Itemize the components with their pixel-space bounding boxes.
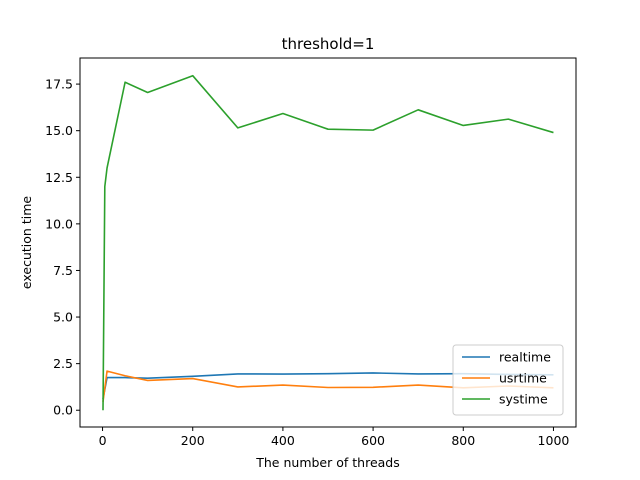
legend-label-systime: systime bbox=[499, 392, 548, 407]
legend: realtime usrtime systime bbox=[452, 344, 564, 416]
y-tick-label: 15.0 bbox=[45, 123, 73, 138]
legend-label-realtime: realtime bbox=[499, 350, 551, 365]
x-axis-label: The number of threads bbox=[255, 455, 400, 470]
series-line-systime bbox=[102, 74, 554, 411]
y-tick-label: 2.5 bbox=[53, 356, 73, 371]
x-axis: 0 200 400 600 800 1000 bbox=[99, 427, 570, 448]
y-axis-label: execution time bbox=[19, 196, 34, 289]
legend-items: realtime usrtime systime bbox=[462, 350, 551, 407]
legend-label-usrtime: usrtime bbox=[499, 371, 547, 386]
x-tick-label: 800 bbox=[451, 433, 475, 448]
y-tick-label: 10.0 bbox=[45, 216, 73, 231]
x-tick-label: 0 bbox=[99, 433, 107, 448]
y-tick-label: 5.0 bbox=[53, 310, 73, 325]
chart-title: threshold=1 bbox=[282, 35, 375, 53]
x-tick-label: 200 bbox=[181, 433, 205, 448]
y-tick-label: 7.5 bbox=[53, 263, 73, 278]
y-tick-label: 17.5 bbox=[45, 77, 73, 92]
x-tick-label: 600 bbox=[361, 433, 385, 448]
plot-frame bbox=[79, 57, 577, 428]
y-tick-label: 0.0 bbox=[53, 403, 73, 418]
y-axis: 0.0 2.5 5.0 7.5 10.0 12.5 15.0 17.5 bbox=[45, 77, 80, 418]
y-tick-label: 12.5 bbox=[45, 170, 73, 185]
x-tick-label: 1000 bbox=[538, 433, 570, 448]
legend-box bbox=[452, 344, 564, 416]
x-tick-label: 400 bbox=[271, 433, 295, 448]
